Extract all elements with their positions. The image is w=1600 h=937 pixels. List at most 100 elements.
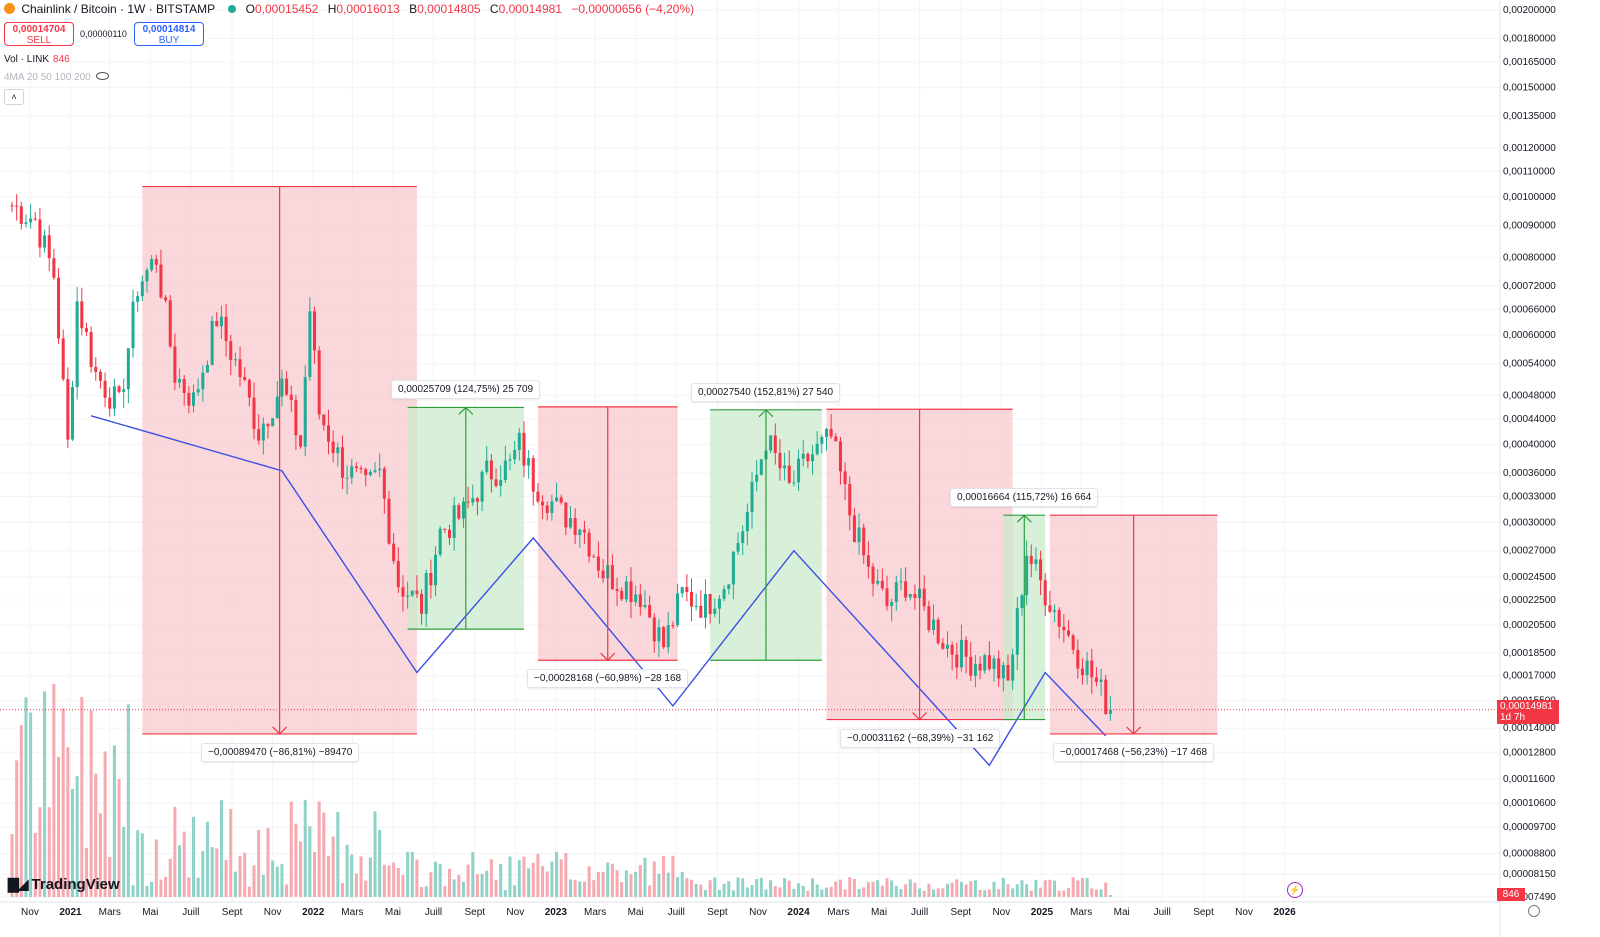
volume-bar (624, 870, 628, 897)
volume-bar (513, 885, 517, 897)
candle-body (797, 458, 801, 483)
price-tick-label: 0,00014000 (1503, 723, 1556, 734)
tradingview-logo[interactable]: ▇◢ TradingView (8, 876, 120, 893)
time-tick-label: Sept (1193, 907, 1214, 918)
candle-body (750, 481, 754, 513)
symbol-title[interactable]: Chainlink / Bitcoin · 1W · BITSTAMP (21, 2, 215, 16)
candle-body (494, 479, 498, 486)
volume-bar (634, 871, 638, 897)
time-axis[interactable]: Nov 2021 Mars Mai Juill Sept Nov 2022 Mars Mai Jui… (0, 901, 1500, 918)
measure-label-0[interactable]: −0,00089470 (−86,81%) −89470 (201, 743, 360, 762)
volume-bar (145, 885, 149, 897)
measure-label-5[interactable]: 0,00016664 (115,72%) 16 664 (950, 488, 1099, 507)
volume-bar (392, 862, 396, 897)
volume-bar (666, 872, 670, 897)
candle-body (410, 590, 414, 596)
price-candles (0, 194, 1500, 721)
time-tick-label: Sept (222, 907, 243, 918)
price-tick-label: 0,00008800 (1503, 848, 1556, 859)
collapse-legend-button[interactable]: ˄ (4, 89, 24, 105)
volume-bar (75, 776, 79, 897)
lightning-icon[interactable]: ⚡ (1287, 882, 1303, 898)
volume-bar (1053, 880, 1057, 897)
candle-body (24, 222, 28, 224)
price-tick-label: 0,00165000 (1503, 57, 1556, 68)
candle-body (480, 471, 484, 502)
volume-bar (987, 889, 991, 897)
time-tick-label: Mai (1114, 907, 1130, 918)
volume-bar (47, 807, 51, 897)
measure-arrow-head (272, 726, 288, 735)
volume-bar (852, 879, 856, 897)
volume-bar (1057, 890, 1061, 897)
candle-body (973, 663, 977, 676)
candle-body (131, 301, 135, 349)
volume-bar (755, 879, 759, 897)
candle-body (801, 453, 805, 459)
measure-label-2[interactable]: −0,00028168 (−60,98%) −28 168 (527, 669, 689, 688)
volume-bar (178, 845, 182, 897)
volume-bar (70, 789, 75, 897)
candle-body (1085, 660, 1089, 676)
volume-bar (941, 888, 945, 897)
time-tick-label: 2023 (545, 907, 568, 918)
candle-body (108, 397, 112, 409)
measure-label-4[interactable]: −0,00031162 (−68,39%) −31 162 (840, 729, 1001, 748)
measure-label-1[interactable]: 0,00025709 (124,75%) 25 709 (391, 380, 541, 399)
volume-bar (257, 829, 261, 897)
candle-body (582, 529, 586, 533)
candle-body (229, 341, 233, 361)
candle-body (378, 468, 382, 471)
sell-button[interactable]: 0,00014704 SELL (4, 22, 74, 46)
volume-bar (815, 884, 819, 897)
candle-body (33, 218, 37, 220)
candle-body (415, 590, 419, 594)
candle-body (1029, 555, 1033, 565)
candle-body (890, 601, 894, 606)
volume-bar (997, 889, 1001, 897)
candle-body (266, 423, 270, 427)
volume-bar (592, 880, 596, 897)
volume-legend[interactable]: Vol · LINK 846 (4, 54, 70, 65)
price-tick-label: 0,00022500 (1503, 595, 1556, 606)
candle-body (983, 655, 987, 671)
volume-bar (657, 873, 661, 897)
volume-bar (499, 863, 503, 897)
candle-body (717, 598, 721, 609)
candle-body (745, 512, 749, 532)
volume-bar (899, 889, 903, 897)
candle-body (1080, 668, 1084, 676)
measure-label-3[interactable]: 0,00027540 (152,81%) 27 540 (691, 383, 841, 402)
buy-button[interactable]: 0,00014814 BUY (134, 22, 204, 46)
time-tick-label: Nov (992, 907, 1010, 918)
measure-label-6[interactable]: −0,00017468 (−56,23%) −17 468 (1053, 743, 1215, 762)
volume-bar (89, 710, 93, 897)
candle-body (699, 605, 703, 618)
axis-settings-icon[interactable] (1528, 905, 1540, 917)
hidden-eye-icon[interactable] (95, 72, 109, 80)
candle-body (15, 205, 19, 207)
candle-body (932, 619, 936, 631)
price-axis[interactable]: 0,00200000 0,00180000 0,00165000 0,00150000… (1499, 0, 1556, 937)
time-tick-label: Juill (425, 907, 442, 918)
candle-body (178, 379, 182, 383)
candle-body (159, 264, 163, 298)
candle-body (336, 447, 340, 454)
indicator-legend[interactable]: 4MA 20 50 100 200 (4, 72, 109, 83)
candle-body (936, 619, 940, 644)
candle-body (89, 332, 93, 367)
candle-body (382, 468, 386, 499)
volume-bar (690, 879, 694, 897)
volume-bar (508, 856, 512, 897)
volume-bar (824, 887, 828, 897)
volume-bar (396, 867, 400, 897)
candle-body (19, 206, 23, 224)
volume-bar (238, 855, 242, 897)
candle-body (629, 581, 633, 603)
volume-bar (610, 863, 614, 897)
candle-body (792, 482, 796, 484)
price-tick-label: 0,00110000 (1503, 166, 1556, 177)
candle-body (666, 625, 670, 648)
volume-bar (848, 877, 852, 897)
